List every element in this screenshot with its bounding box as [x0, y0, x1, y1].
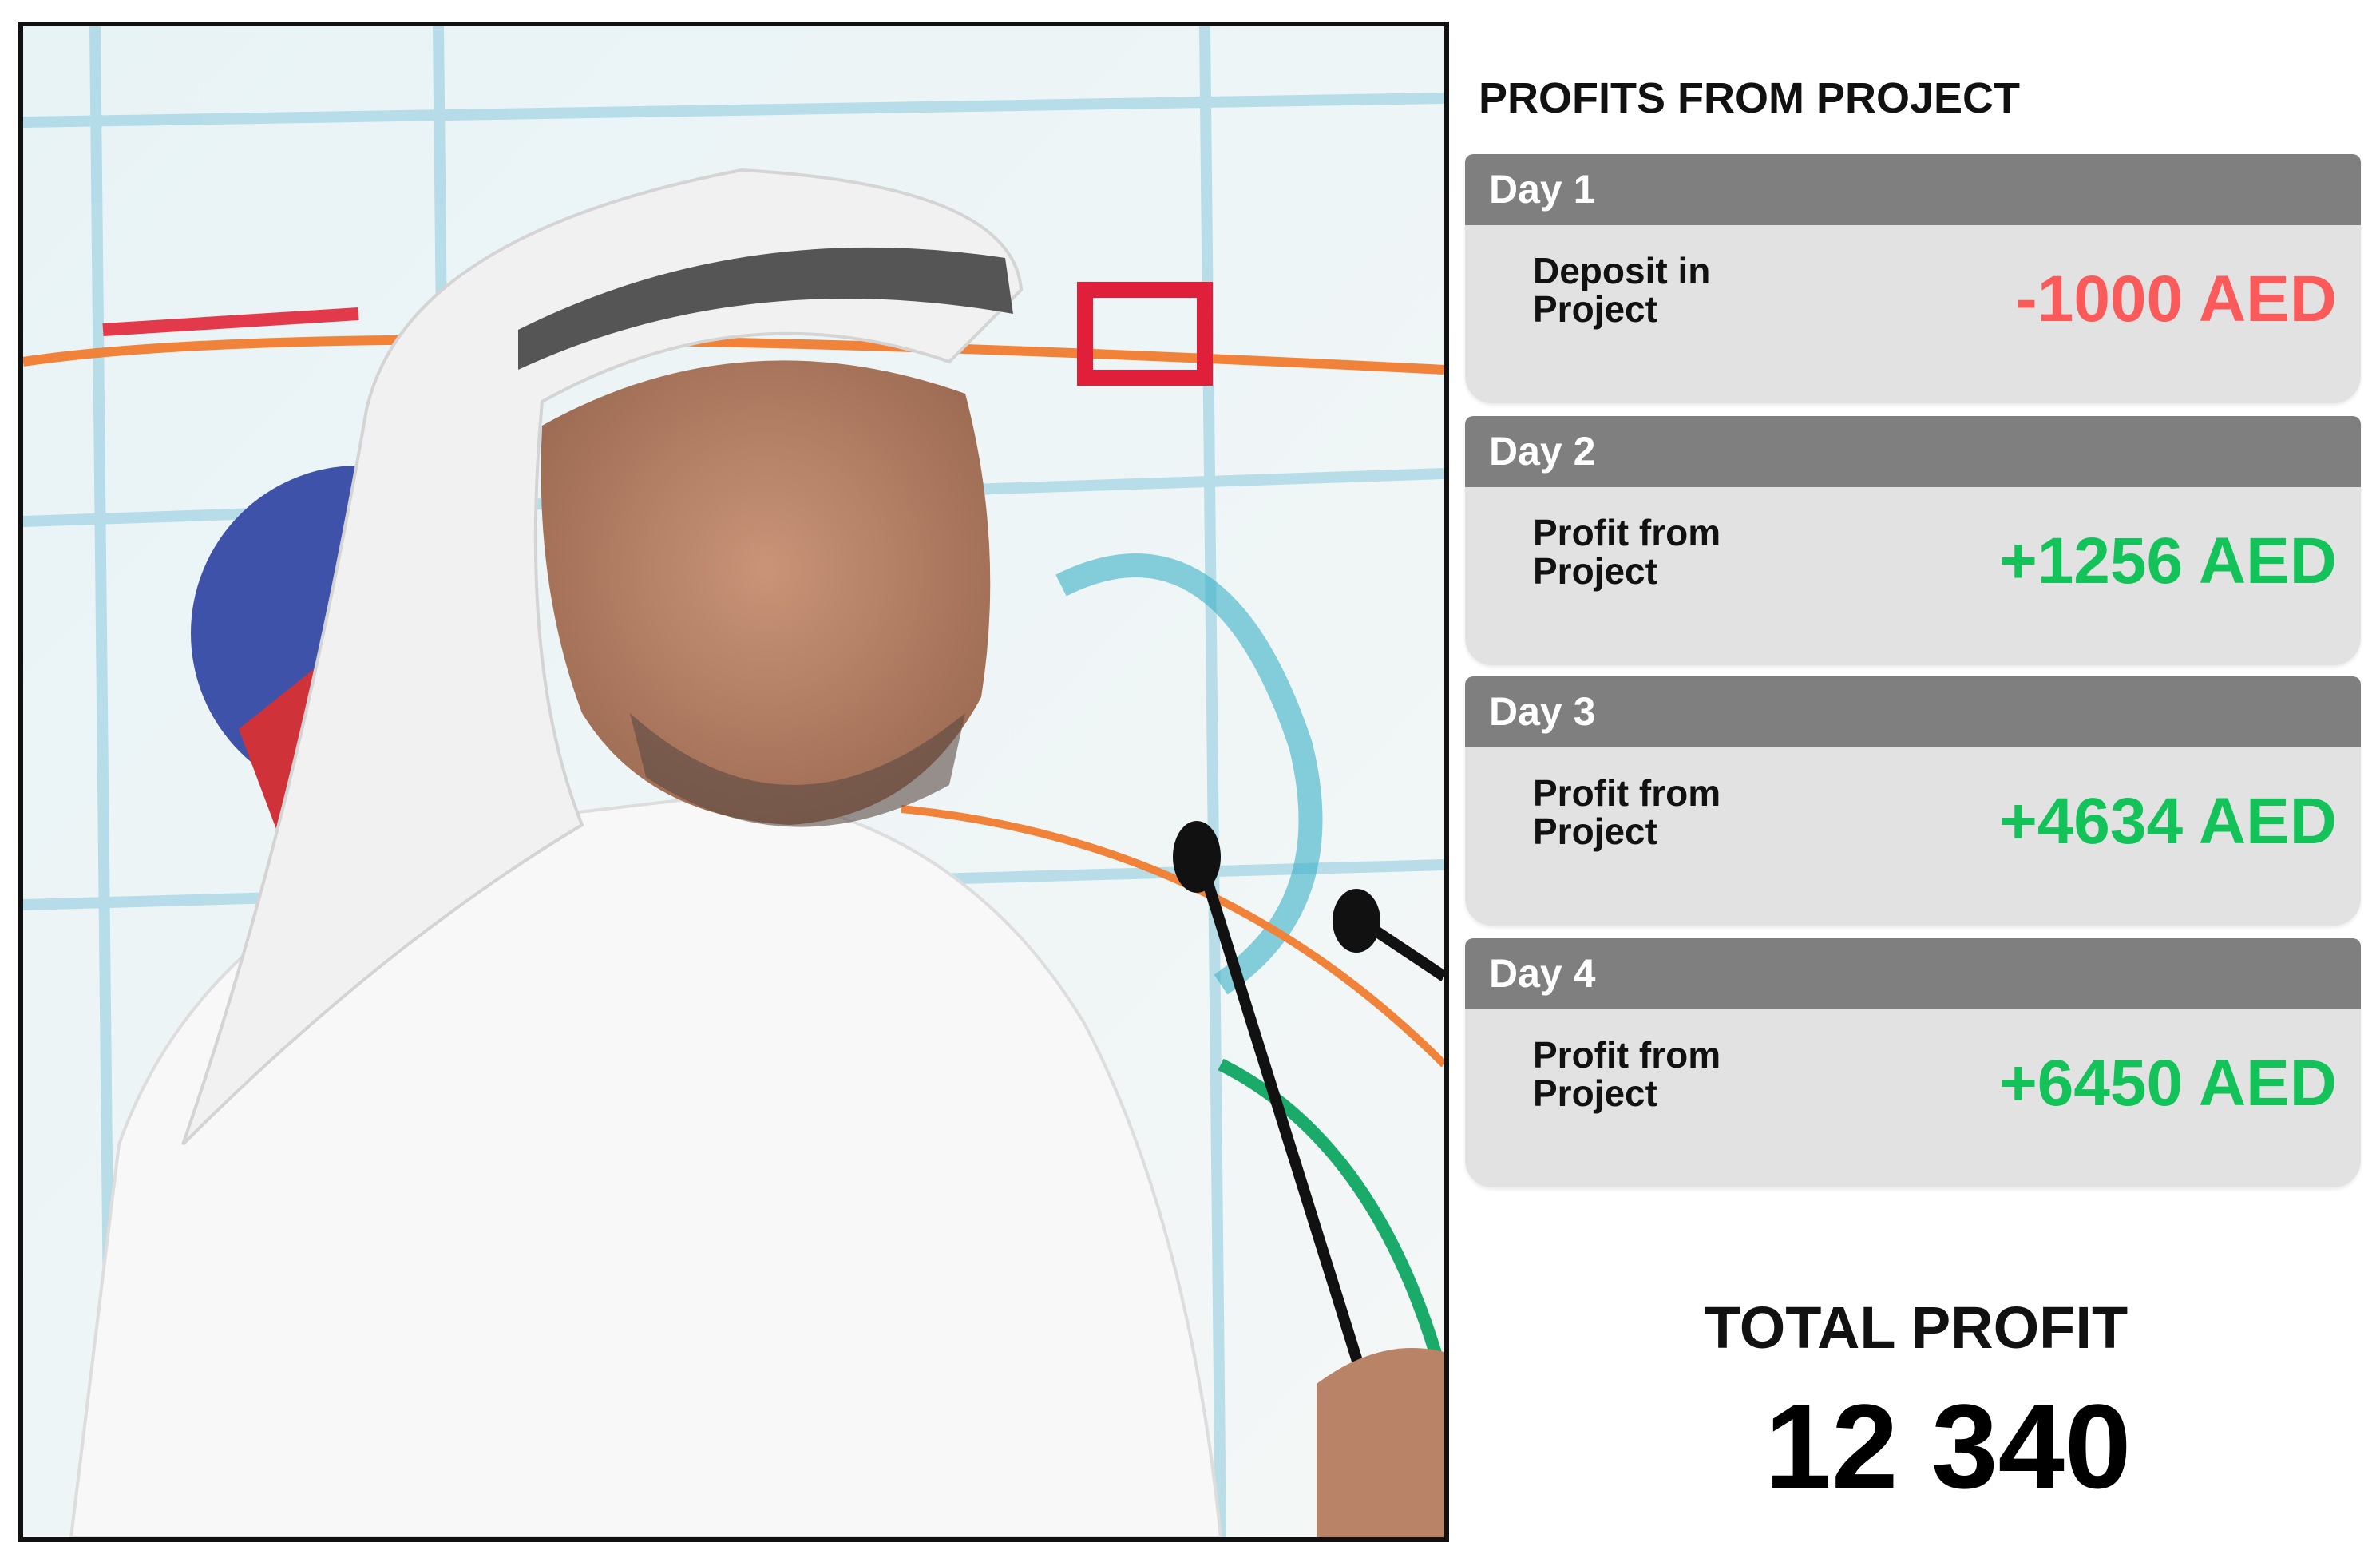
entry-label: Profit from Project	[1533, 512, 1721, 592]
day-card: Day 3 Profit from Project +4634 AED	[1465, 676, 2361, 926]
day-header: Day 4	[1465, 938, 2361, 1009]
entry-label: Deposit in Project	[1533, 250, 1711, 330]
speaker-photo	[18, 22, 1449, 1542]
total-profit-label: TOTAL PROFIT	[1704, 1294, 2129, 1361]
entry-label: Profit from Project	[1533, 1034, 1721, 1114]
day-card: Day 2 Profit from Project +1256 AED	[1465, 416, 2361, 665]
day-header: Day 2	[1465, 416, 2361, 487]
day-header: Day 1	[1465, 154, 2361, 225]
total-profit-value: 12 340	[1764, 1379, 2132, 1513]
section-title: PROFITS FROM PROJECT	[1479, 74, 2021, 122]
day-header: Day 3	[1465, 676, 2361, 747]
day-card: Day 1 Deposit in Project -1000 AED	[1465, 154, 2361, 403]
entry-amount: +4634 AED	[1998, 785, 2337, 858]
entry-amount: -1000 AED	[2015, 263, 2337, 335]
entry-amount: +1256 AED	[1998, 525, 2337, 597]
entry-amount: +6450 AED	[1998, 1047, 2337, 1120]
day-card: Day 4 Profit from Project +6450 AED	[1465, 938, 2361, 1187]
entry-label: Profit from Project	[1533, 772, 1721, 852]
